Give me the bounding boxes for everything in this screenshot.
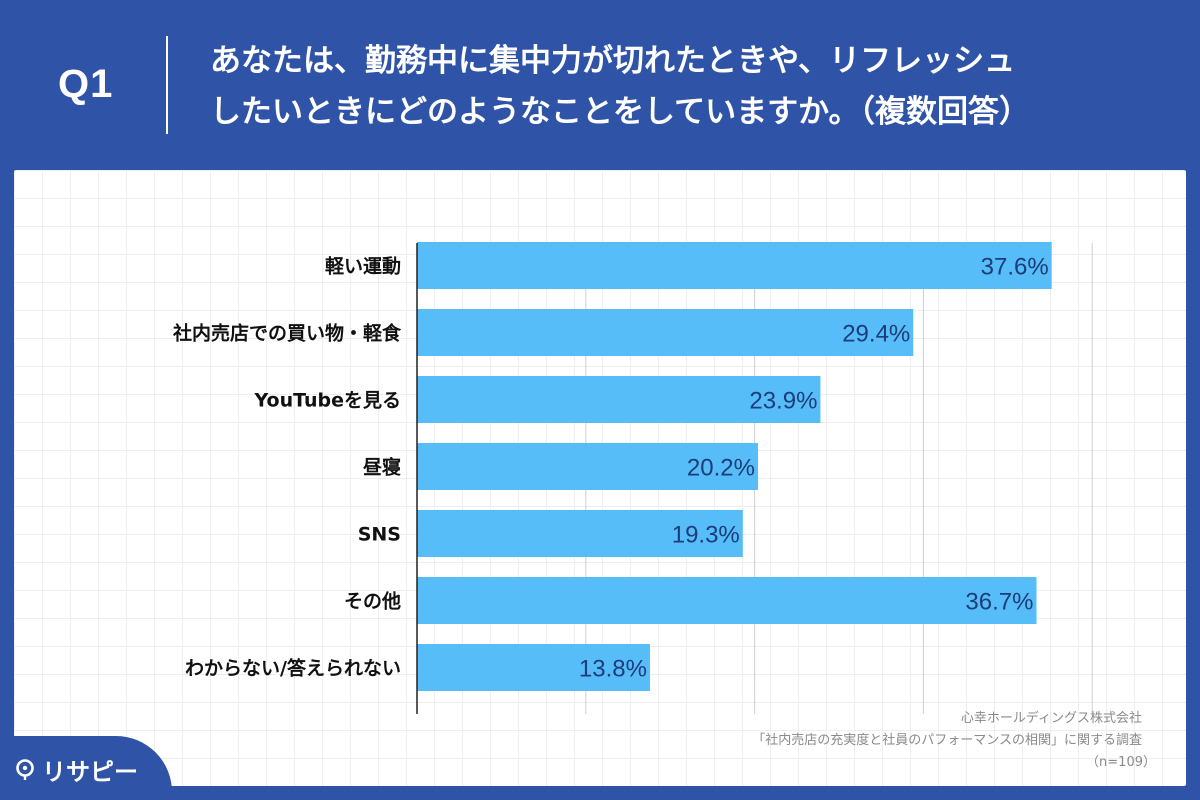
bar [417,242,1052,289]
category-label: その他 [344,590,401,613]
category-label: 軽い運動 [325,256,401,278]
chart-panel: 37.6% 軽い運動 29.4% 社内売店での買い物・軽食 23.9% YouTubeを見… [14,170,1186,786]
footer-company: 心幸ホールディングス株式会社 [960,711,1142,726]
bar [417,510,743,557]
bar-value-label: 13.8% [579,656,647,683]
bar [417,309,914,356]
category-label: YouTubeを見る [254,390,401,412]
question-header: Q1 あなたは、勤務中に集中力が切れたときや、リフレッシュ したいときにどのよう… [0,0,1200,170]
bar-value-label: 23.9% [749,388,817,415]
logo-tab [0,736,172,800]
bar-value-label: 29.4% [842,321,910,348]
bar-value-label: 19.3% [672,522,740,549]
pin-icon [16,758,34,780]
footer-sample: （n=109） [1086,755,1156,770]
logo-text: リサピー [42,758,138,786]
footer-survey: 「社内売店の充実度と社員のパフォーマンスの相関」に関する調査 [752,733,1142,748]
category-label: 昼寝 [363,456,401,479]
question-number: Q1 [58,62,114,106]
header-divider [166,36,168,134]
bar [417,443,758,490]
brand-logo: リサピー [14,752,138,787]
bar-value-label: 37.6% [981,254,1049,281]
bar-value-label: 20.2% [687,455,755,482]
bar-chart: 37.6% 軽い運動 29.4% 社内売店での買い物・軽食 23.9% YouTubeを見… [172,242,1093,714]
question-line-2: したいときにどのようなことをしていますか。（複数回答） [210,94,1030,130]
bar [417,644,650,691]
category-label: わからない/答えられない [185,657,401,680]
question-text: あなたは、勤務中に集中力が切れたときや、リフレッシュ したいときにどのようなこと… [210,36,1170,138]
question-line-1: あなたは、勤務中に集中力が切れたときや、リフレッシュ [210,43,1016,79]
bar [417,376,821,423]
category-label: SNS [358,524,401,546]
bar-value-label: 36.7% [965,589,1033,616]
category-label: 社内売店での買い物・軽食 [172,322,402,345]
bar [417,577,1037,624]
